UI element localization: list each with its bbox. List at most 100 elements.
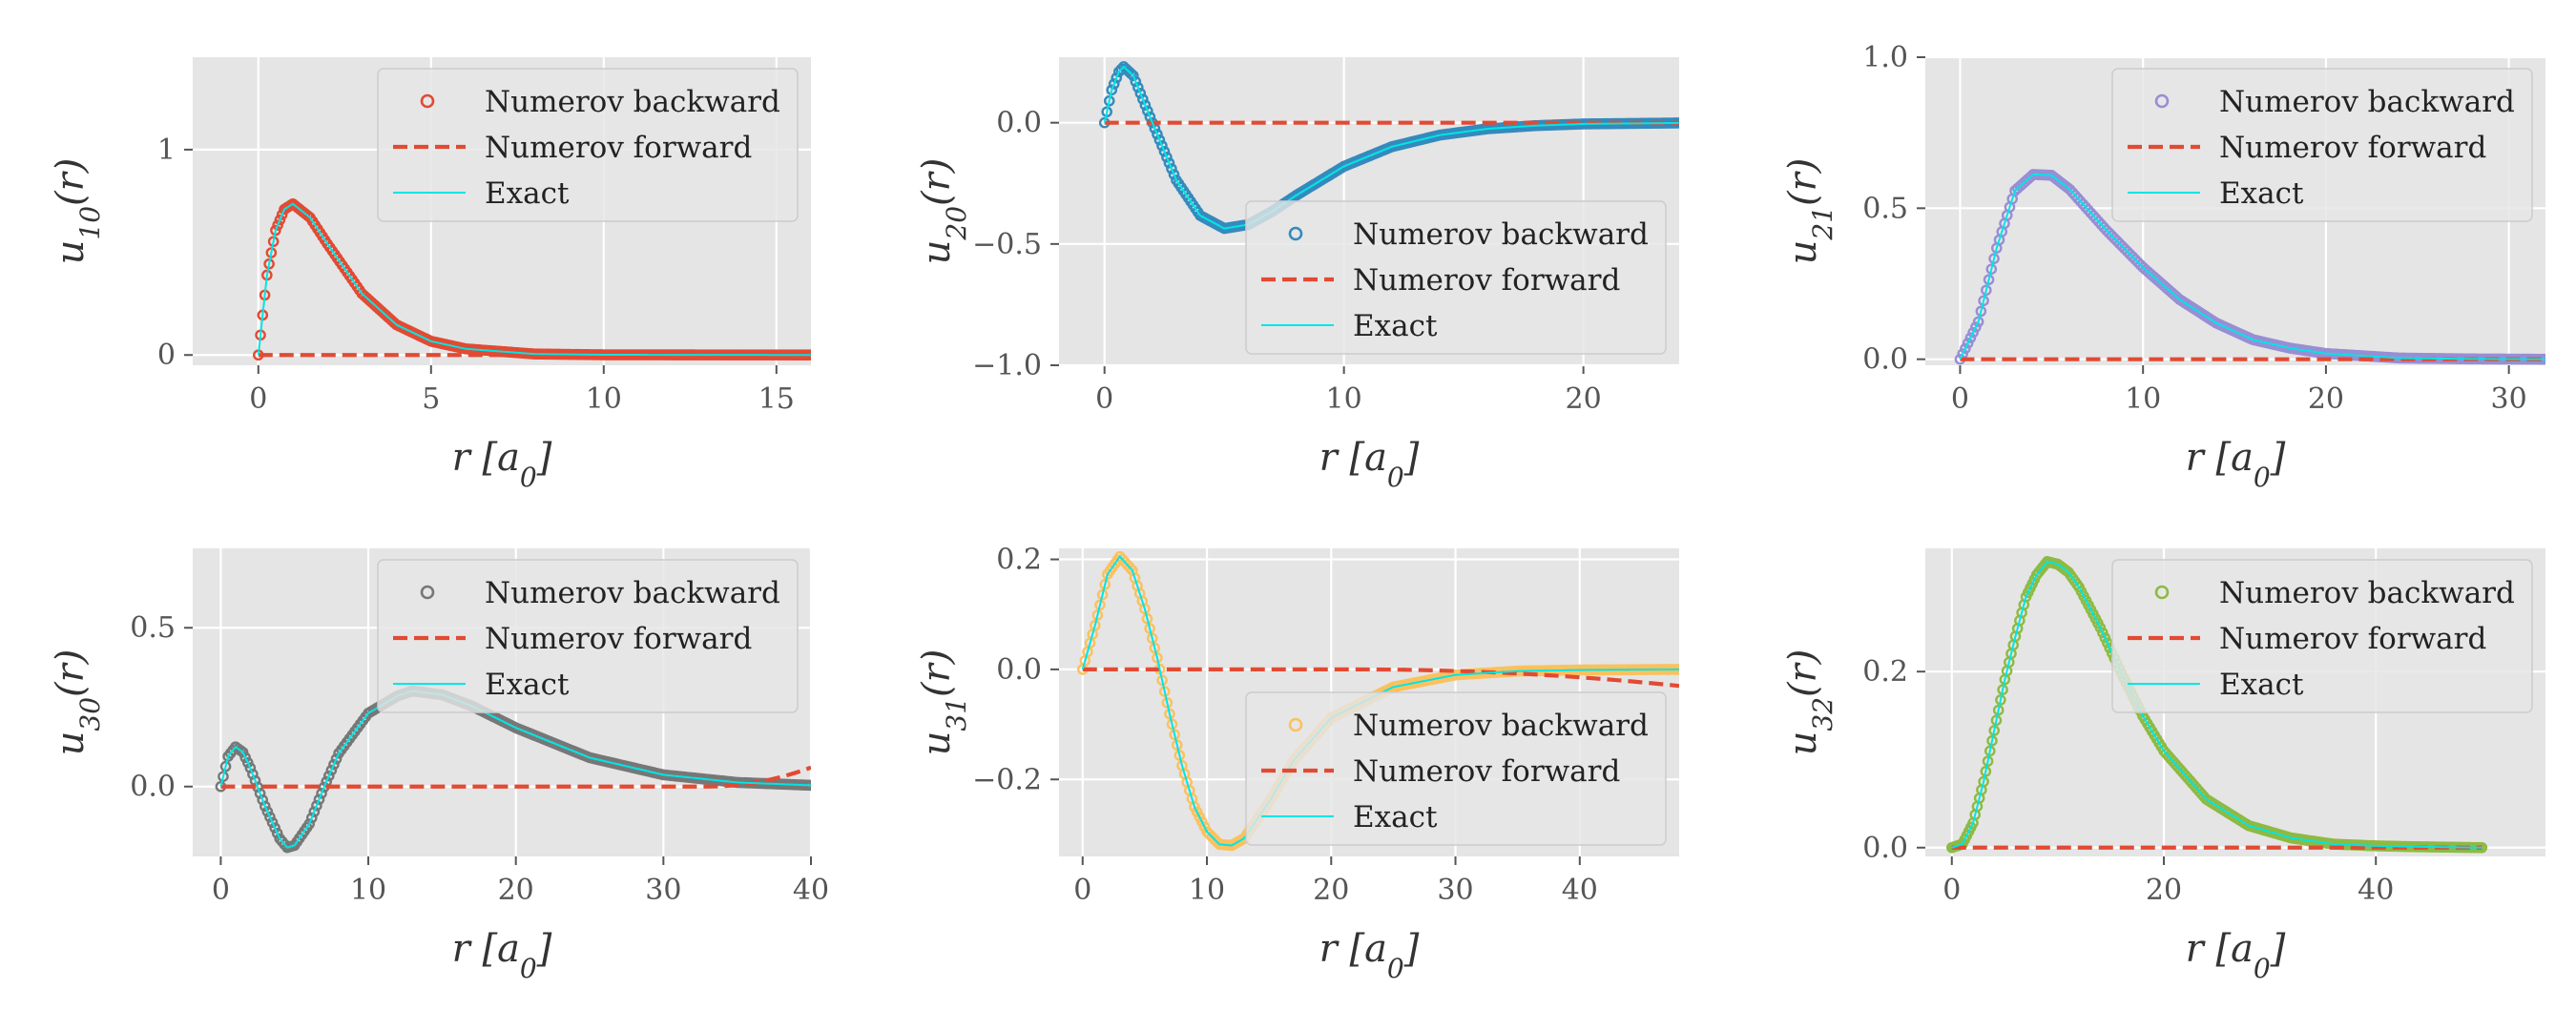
backward-marker (1127, 70, 1139, 82)
backward-marker (1139, 603, 1151, 615)
subplot-u30: 0 10 20 30 40 0.0 0.5 r [a0] u30(r) Numerov backw… (49, 548, 829, 984)
backward-marker (1089, 619, 1101, 631)
x-axis-label: r [a0] (2186, 436, 2286, 493)
y-tick-label: −0.2 (972, 763, 1042, 796)
backward-marker (1962, 338, 1974, 349)
x-tick-label: 0 (212, 874, 230, 907)
y-tick-label: 1.0 (1862, 41, 1908, 74)
legend-box (1245, 691, 1667, 846)
x-tick-label: 10 (2125, 382, 2161, 416)
backward-marker (244, 762, 257, 773)
x-tick-label: 40 (793, 874, 829, 907)
x-tick-label: 0 (1095, 382, 1113, 416)
x-axis-label: r [a0] (452, 436, 552, 493)
legend-label: Exact (1353, 800, 1438, 834)
x-tick-label: 0 (1942, 874, 1961, 907)
x-tick-label: 20 (2146, 874, 2182, 907)
legend-label: Numerov backward (485, 85, 780, 119)
y-tick-label: −1.0 (972, 349, 1042, 382)
y-tick-label: 0.5 (1862, 192, 1908, 225)
backward-marker (1975, 305, 1987, 318)
legend-marker-backward (1288, 226, 1303, 241)
legend-label: Exact (2219, 668, 2304, 702)
backward-marker (1149, 642, 1161, 654)
backward-marker (1171, 739, 1183, 751)
y-tick-label: 0.0 (1862, 832, 1908, 865)
backward-marker (1169, 729, 1180, 741)
backward-marker (261, 806, 274, 817)
y-tick-label: 0.0 (996, 653, 1042, 687)
backward-marker (1125, 68, 1137, 79)
legend-label: Numerov forward (1353, 263, 1620, 298)
backward-marker (247, 769, 259, 780)
subplot-u21: 0 10 20 30 0.0 0.5 1.0 r [a0] u21(r) Numerov back… (1781, 41, 2545, 493)
series-exact (257, 202, 811, 357)
legend-label: Numerov backward (2219, 576, 2515, 610)
legend-label: Numerov backward (1353, 217, 1649, 252)
legend-label: Numerov backward (1353, 709, 1649, 743)
backward-marker (254, 788, 266, 799)
backward-marker (1166, 718, 1178, 731)
legend-label: Numerov backward (485, 576, 780, 610)
legend-label: Numerov forward (1353, 754, 1620, 789)
backward-marker (316, 788, 327, 799)
backward-marker (1166, 163, 1177, 175)
backward-marker (272, 219, 283, 231)
y-axis-label: u20(r) (915, 158, 972, 265)
subplot-u20: 0 10 20 −1.0 −0.5 0.0 r [a0] u20(r) Numerov back… (915, 57, 1679, 493)
x-tick-label: 0 (1951, 382, 1969, 416)
legend-box (1245, 200, 1667, 355)
backward-marker (274, 214, 286, 226)
y-tick-label: −0.5 (972, 228, 1042, 261)
x-axis-label: r [a0] (1319, 927, 1420, 984)
backward-marker (266, 816, 279, 829)
legend-box (2111, 559, 2533, 713)
backward-marker (1168, 169, 1180, 180)
legend: Numerov backward Numerov forward Exact (1245, 200, 1667, 355)
backward-marker (1152, 128, 1163, 140)
backward-marker (313, 793, 325, 806)
backward-marker (305, 812, 318, 824)
x-tick-label: 40 (1562, 874, 1598, 907)
legend: Numerov backward Numerov forward Exact (1245, 691, 1667, 846)
backward-marker (218, 771, 229, 782)
legend: Numerov backward Numerov forward Exact (377, 68, 799, 222)
backward-marker (330, 752, 343, 765)
legend-label: Numerov forward (2219, 131, 2486, 165)
backward-marker (1161, 152, 1173, 163)
legend-marker-backward (2154, 585, 2170, 600)
backward-marker (1981, 284, 1992, 297)
backward-marker (264, 811, 276, 823)
y-tick-label: 0.0 (996, 107, 1042, 140)
backward-marker (1141, 612, 1153, 625)
backward-marker (1099, 579, 1111, 590)
backward-marker (311, 799, 322, 812)
backward-marker (257, 793, 269, 806)
y-axis-label: u30(r) (49, 649, 106, 756)
backward-marker (1130, 75, 1142, 88)
backward-marker (269, 822, 280, 834)
series-exact (1103, 65, 1679, 230)
backward-marker (1144, 623, 1155, 634)
backward-marker (1964, 332, 1977, 344)
x-tick-label: 20 (1566, 382, 1602, 416)
y-axis-label: u32(r) (1781, 649, 1839, 756)
x-tick-label: 10 (1189, 874, 1225, 907)
x-tick-label: 40 (2358, 874, 2394, 907)
legend: Numerov backward Numerov forward Exact (377, 559, 799, 713)
backward-marker (1132, 81, 1144, 93)
backward-marker (1970, 321, 1982, 333)
legend-label: Numerov backward (2219, 85, 2515, 119)
legend-box (377, 559, 799, 713)
backward-marker (325, 764, 338, 776)
legend: Numerov backward Numerov forward Exact (2111, 68, 2533, 222)
backward-marker (1985, 263, 1998, 276)
series-exact (1951, 560, 2483, 849)
series-group (252, 197, 811, 361)
x-axis-label: r [a0] (452, 927, 552, 984)
backward-marker (1094, 599, 1106, 611)
y-tick-label: 0.5 (130, 611, 176, 645)
backward-marker (1988, 253, 2000, 264)
legend-label: Numerov forward (485, 131, 752, 165)
x-tick-label: 20 (498, 874, 534, 907)
